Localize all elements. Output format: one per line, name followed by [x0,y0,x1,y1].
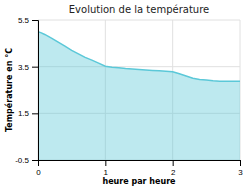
y-tick-label: 5.5 [18,16,30,25]
x-tick-label: 1 [104,168,109,177]
x-axis: 0 1 2 3 [36,160,243,177]
y-axis: -0.5 1.5 3.5 5.5 [15,16,38,165]
x-tick: 2 [171,160,176,177]
grid [38,20,240,160]
chart-svg: 0 1 2 3 -0.5 1.5 3.5 5.5 Evolution de la tempéra… [0,0,250,188]
plot-area [38,32,240,160]
x-tick-label: 3 [238,168,243,177]
y-tick: 1.5 [18,109,38,118]
y-tick-label: -0.5 [15,156,29,165]
title: Evolution de la température [69,4,209,15]
y-tick-mark [32,113,38,114]
y-tick: 3.5 [18,63,38,72]
x-tick-mark [105,160,106,166]
x-tick-label: 0 [36,168,41,177]
y-tick-label: 3.5 [18,63,30,72]
y-tick: -0.5 [15,156,38,165]
y-tick-mark [32,160,38,161]
x-tick: 1 [104,160,109,177]
x-tick-label: 2 [171,168,176,177]
y-axis-title: Température en °C [4,48,14,132]
line [38,32,240,82]
grid-line-y [38,20,240,21]
chart-container: 0 1 2 3 -0.5 1.5 3.5 5.5 Evolution de la tempéra… [0,0,250,188]
x-tick-mark [240,160,241,166]
y-tick: 5.5 [18,16,38,25]
x-tick: 0 [36,160,41,177]
x-axis-line [39,161,241,167]
area [38,32,240,160]
x-tick-mark [173,160,174,166]
x-axis-title: heure par heure [102,177,176,186]
y-axis-line [32,21,39,161]
y-tick-label: 1.5 [18,109,30,118]
y-tick-mark [32,20,38,21]
x-tick: 3 [238,160,243,177]
y-tick-mark [32,67,38,68]
